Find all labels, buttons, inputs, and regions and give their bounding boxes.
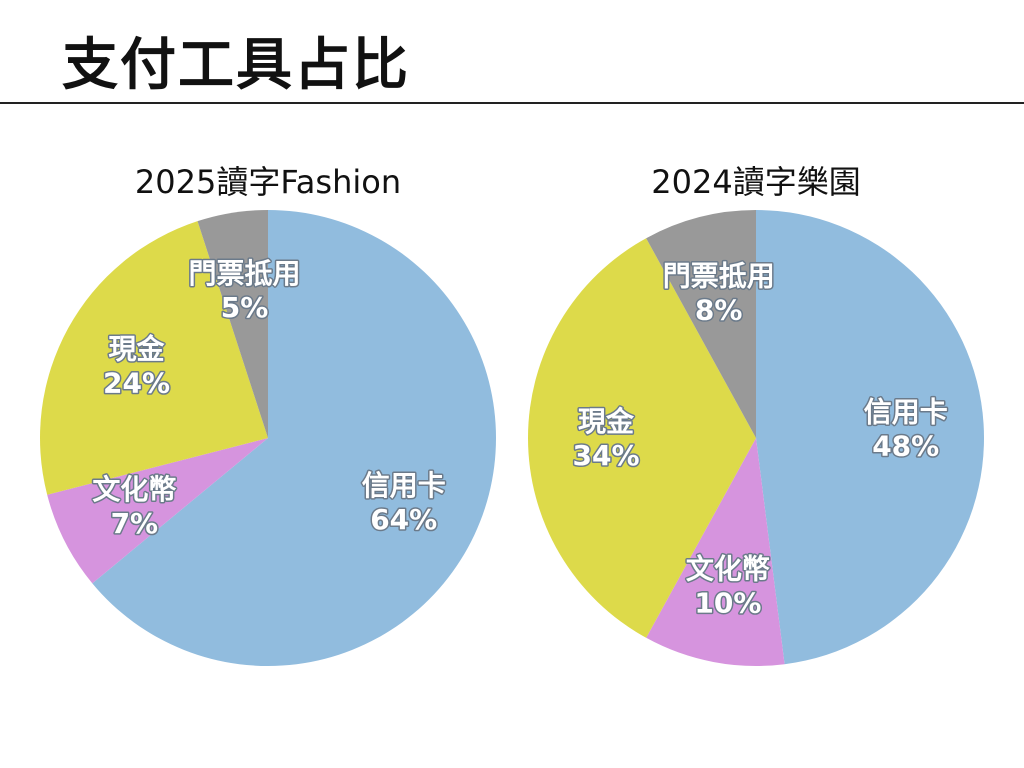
slice-label-culture-coin: 文化幣 xyxy=(686,552,770,585)
title-divider xyxy=(0,102,1024,104)
chart-title-2025: 2025讀字Fashion xyxy=(134,163,402,201)
slice-value-credit-card: 64% xyxy=(370,503,437,536)
slice-label-credit-card: 信用卡 xyxy=(362,469,446,502)
slice-value-ticket-credit: 8% xyxy=(695,294,743,327)
slice-value-culture-coin: 7% xyxy=(111,507,159,540)
slice-value-credit-card: 48% xyxy=(872,430,939,463)
slice-label-credit-card: 信用卡 xyxy=(864,396,948,429)
pie-slice-culture-coin xyxy=(646,438,785,666)
pie-chart-2024: 2024讀字樂園 信用卡 48% 文化幣 10% 現金 34% 門票抵用 8% xyxy=(506,150,1006,690)
pie-slice-credit-card xyxy=(92,210,496,666)
slice-label-ticket-credit: 門票抵用 xyxy=(663,260,775,293)
slice-label-cash: 現金 xyxy=(578,405,635,438)
slice-label-ticket-credit: 門票抵用 xyxy=(189,257,301,290)
slice-value-cash: 24% xyxy=(103,367,170,400)
pie-slice-cash xyxy=(39,221,268,495)
slice-label-cash: 現金 xyxy=(109,333,166,366)
pie-slice-ticket-credit xyxy=(646,210,756,438)
pie-slice-ticket-credit xyxy=(197,210,268,438)
page-title: 支付工具占比 xyxy=(62,33,410,98)
slice-value-ticket-credit: 5% xyxy=(221,291,269,324)
pie-slice-cash xyxy=(528,238,756,638)
slice-value-cash: 34% xyxy=(572,439,639,472)
pie-slice-credit-card xyxy=(756,210,985,665)
chart-title-2024: 2024讀字樂園 xyxy=(651,163,861,201)
pie-slice-culture-coin xyxy=(47,438,268,584)
slice-value-culture-coin: 10% xyxy=(694,586,761,619)
pie-chart-2025: 2025讀字Fashion 信用卡 64% 文化幣 7% 現金 24% 門票抵用 5% xyxy=(18,150,518,690)
slice-label-culture-coin: 文化幣 xyxy=(92,473,176,506)
